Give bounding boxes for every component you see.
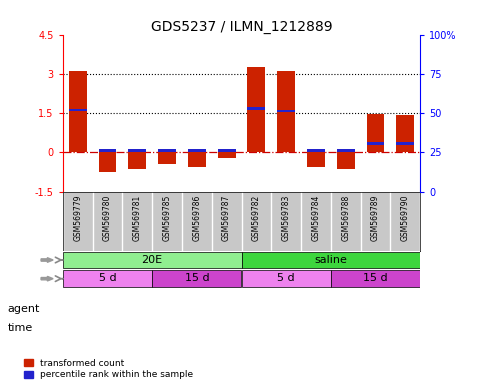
Bar [307,152,325,167]
Bar [247,107,265,110]
Text: 5 d: 5 d [277,273,295,283]
Text: GSM569784: GSM569784 [312,195,320,241]
Bar [63,270,152,287]
Bar [188,152,206,167]
Bar [242,270,331,287]
Text: agent: agent [7,304,40,314]
Bar [63,252,242,268]
Bar [277,71,295,152]
Bar [218,149,236,152]
Bar [99,149,116,152]
Bar [128,149,146,152]
Legend: transformed count, percentile rank within the sample: transformed count, percentile rank withi… [24,359,193,379]
Bar [247,66,265,152]
Bar [331,270,420,287]
Text: GSM569779: GSM569779 [73,195,82,241]
Bar [158,152,176,164]
Bar [337,149,355,152]
Bar [188,149,206,152]
Bar [69,71,86,152]
Bar [158,149,176,152]
Text: 15 d: 15 d [363,273,388,283]
Text: GSM569786: GSM569786 [192,195,201,241]
Bar [242,252,420,268]
Bar [218,152,236,158]
Bar [128,152,146,169]
Text: 5 d: 5 d [99,273,116,283]
Text: GSM569780: GSM569780 [103,195,112,241]
Bar [277,110,295,113]
Text: GSM569781: GSM569781 [133,195,142,241]
Text: GSM569789: GSM569789 [371,195,380,241]
Text: 15 d: 15 d [185,273,209,283]
Text: GSM569788: GSM569788 [341,195,350,241]
Text: GSM569785: GSM569785 [163,195,171,241]
Bar [152,270,242,287]
Title: GDS5237 / ILMN_1212889: GDS5237 / ILMN_1212889 [151,20,332,33]
Text: time: time [7,323,32,333]
Bar [397,115,414,152]
Text: GSM569782: GSM569782 [252,195,261,241]
Bar [367,114,384,152]
Bar [99,152,116,172]
Text: saline: saline [314,255,347,265]
Bar [337,152,355,169]
Bar [307,149,325,152]
Text: GSM569783: GSM569783 [282,195,291,241]
Text: GSM569790: GSM569790 [401,195,410,241]
Bar [397,142,414,145]
Text: GSM569787: GSM569787 [222,195,231,241]
Bar [367,142,384,145]
Text: 20E: 20E [142,255,163,265]
Bar [69,109,86,111]
